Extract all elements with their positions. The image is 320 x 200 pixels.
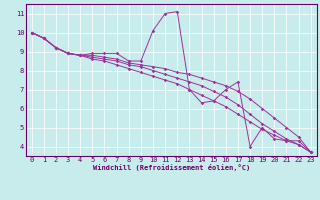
X-axis label: Windchill (Refroidissement éolien,°C): Windchill (Refroidissement éolien,°C) (92, 164, 250, 171)
